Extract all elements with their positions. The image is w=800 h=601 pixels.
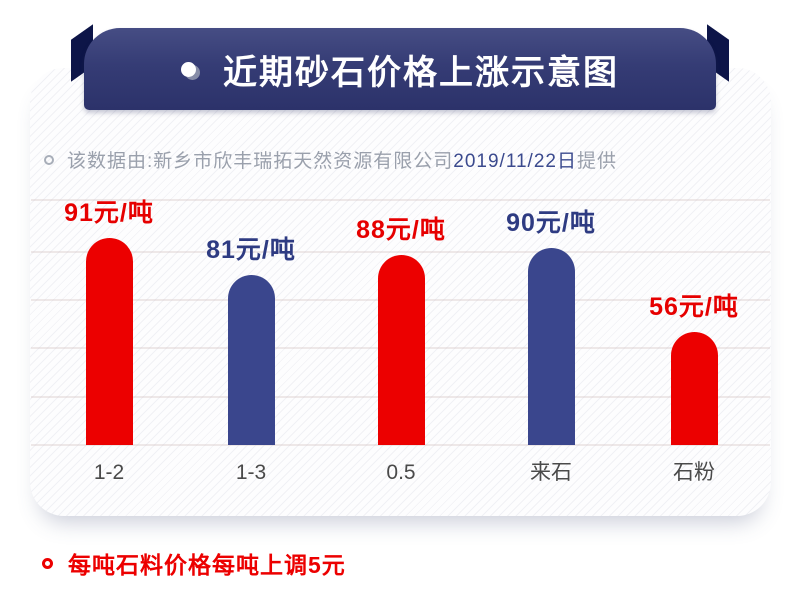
title-banner: 近期砂石价格上涨示意图 — [71, 24, 729, 110]
bar-来石 — [527, 248, 575, 445]
bar-1-2 — [85, 238, 133, 445]
value-label-1-3: 81元/吨 — [206, 236, 296, 264]
source-date: 2019/11/22日 — [453, 151, 577, 172]
category-label-0.5: 0.5 — [386, 461, 416, 484]
category-label-1-3: 1-3 — [235, 461, 267, 484]
source-prefix: 该数据由:新乡市欣丰瑞拓天然资源有限公司 — [67, 151, 454, 172]
value-label-1-2: 91元/吨 — [64, 199, 154, 227]
footer-note: 每吨石料价格每吨上调5元 — [42, 546, 346, 580]
value-label-石粉: 56元/吨 — [649, 293, 739, 321]
category-label-来石: 来石 — [530, 461, 572, 484]
category-label-石粉: 石粉 — [673, 461, 715, 484]
bar-1-3 — [227, 275, 275, 445]
bullet-dot-icon — [181, 61, 196, 77]
value-label-0.5: 88元/吨 — [356, 216, 446, 244]
source-suffix: 提供 — [576, 151, 617, 172]
bar-石粉 — [670, 332, 718, 445]
source-text: 该数据由:新乡市欣丰瑞拓天然资源有限公司2019/11/22日提供 — [67, 146, 617, 173]
gridline — [31, 444, 770, 446]
page-title: 近期砂石价格上涨示意图 — [223, 53, 619, 92]
footer-note-text: 每吨石料价格每吨上调5元 — [68, 552, 346, 578]
bar-0.5 — [377, 255, 425, 445]
gridline — [31, 199, 770, 201]
value-label-来石: 90元/吨 — [506, 209, 596, 237]
circle-bullet-icon — [42, 557, 53, 569]
banner-body: 近期砂石价格上涨示意图 — [84, 28, 716, 110]
gridline — [31, 251, 770, 253]
circle-bullet-icon — [44, 154, 54, 165]
category-label-1-2: 1-2 — [93, 461, 125, 484]
data-source-note: 该数据由:新乡市欣丰瑞拓天然资源有限公司2019/11/22日提供 — [44, 146, 617, 173]
